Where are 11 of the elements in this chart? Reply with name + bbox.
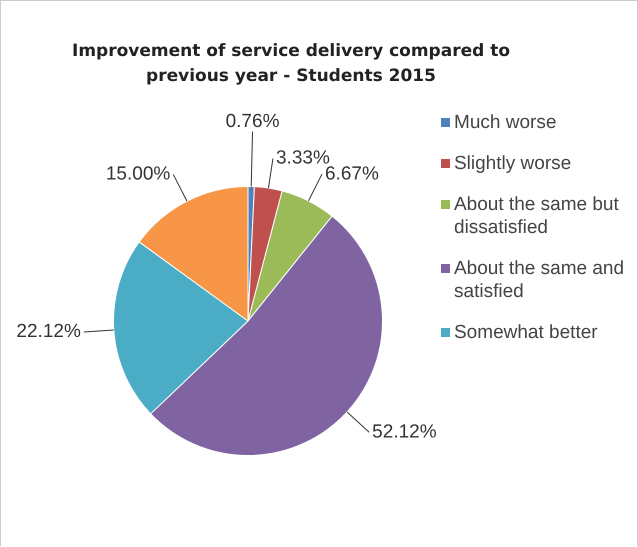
data-label: 15.00% bbox=[106, 164, 170, 185]
data-label: 52.12% bbox=[372, 421, 437, 442]
legend-label: About the same but dissatisfied bbox=[454, 193, 620, 239]
chart-title: Improvement of service delivery compared to previous year - Students 2015 bbox=[71, 40, 511, 88]
legend-label: About the same and satisfied bbox=[454, 257, 626, 303]
legend-label: Much worse bbox=[454, 111, 556, 134]
data-label: 6.67% bbox=[324, 163, 379, 184]
legend-label: Slightly worse bbox=[454, 152, 572, 175]
data-label: 22.12% bbox=[16, 321, 81, 342]
legend-label: Somewhat better bbox=[454, 321, 598, 344]
data-label: 0.76% bbox=[226, 110, 280, 132]
